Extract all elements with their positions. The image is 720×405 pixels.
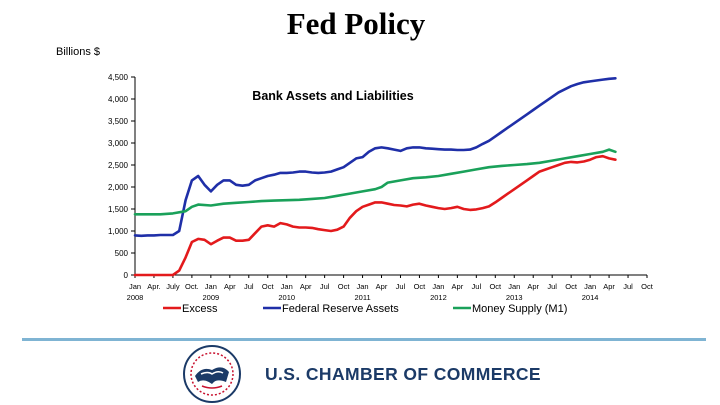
units-label: Billions $ bbox=[56, 46, 101, 58]
x-month-label: Jul bbox=[623, 282, 633, 291]
x-month-label: Jul bbox=[320, 282, 330, 291]
x-month-label: Apr bbox=[300, 282, 312, 291]
chart-title: Bank Assets and Liabilities bbox=[252, 89, 413, 103]
x-year-label: 2008 bbox=[127, 293, 144, 300]
series-line-federal-reserve-assets bbox=[133, 77, 617, 238]
x-year-label: 2012 bbox=[430, 293, 447, 300]
x-month-label: July bbox=[166, 282, 180, 291]
series-line-money-supply-m1 bbox=[133, 148, 617, 216]
y-tick-label: 500 bbox=[115, 249, 129, 258]
x-month-label: Apr bbox=[603, 282, 615, 291]
legend-label: Excess bbox=[182, 303, 218, 315]
line-chart: 0 500 1,000 1,500 2,000 2,500 3,000 3,500 4,000 4… bbox=[108, 73, 654, 300]
y-tick-label: 3,000 bbox=[108, 139, 129, 148]
x-month-label: Jan bbox=[205, 282, 217, 291]
slide-title: Fed Policy bbox=[286, 6, 426, 41]
x-month-label: Jan bbox=[432, 282, 444, 291]
x-year-label: 2009 bbox=[203, 293, 220, 300]
x-month-label: Jul bbox=[547, 282, 557, 291]
x-month-label: Apr bbox=[452, 282, 464, 291]
x-year-label: 2014 bbox=[582, 293, 599, 300]
legend-item-federal-reserve-assets: Federal Reserve Assets bbox=[263, 303, 399, 315]
x-month-label: Jan bbox=[129, 282, 141, 291]
x-month-label: Jan bbox=[584, 282, 596, 291]
legend-label: Money Supply (M1) bbox=[472, 303, 567, 315]
x-month-label: Oct bbox=[338, 282, 351, 291]
legend-item-money-supply-m1: Money Supply (M1) bbox=[453, 303, 567, 315]
chart-legend: Excess Federal Reserve Assets Money Supply… bbox=[163, 303, 567, 315]
x-year-label: 2013 bbox=[506, 293, 523, 300]
x-month-label: Jan bbox=[357, 282, 369, 291]
y-tick-label: 3,500 bbox=[108, 117, 129, 126]
y-tick-label: 2,500 bbox=[108, 161, 129, 170]
x-year-label: 2011 bbox=[354, 293, 370, 300]
y-tick-label: 1,500 bbox=[108, 205, 129, 214]
x-month-label: Oct bbox=[414, 282, 427, 291]
x-month-label: Jan bbox=[508, 282, 520, 291]
footer-divider bbox=[22, 338, 706, 341]
chamber-seal-logo bbox=[183, 345, 241, 403]
x-month-label: Jul bbox=[244, 282, 254, 291]
x-year-label: 2010 bbox=[278, 293, 295, 300]
legend-item-excess: Excess bbox=[163, 303, 218, 315]
x-month-label: Apr bbox=[376, 282, 388, 291]
y-tick-label: 4,500 bbox=[108, 73, 129, 82]
y-tick-label: 4,000 bbox=[108, 95, 129, 104]
y-tick-label: 0 bbox=[124, 271, 129, 280]
x-month-label: Jan bbox=[281, 282, 293, 291]
series-lines bbox=[133, 77, 617, 277]
x-month-label: Jul bbox=[396, 282, 406, 291]
x-month-label: Apr bbox=[527, 282, 539, 291]
y-tick-label: 2,000 bbox=[108, 183, 129, 192]
y-tick-label: 1,000 bbox=[108, 227, 129, 236]
x-month-label: Oct bbox=[262, 282, 275, 291]
organization-name: U.S. CHAMBER OF COMMERCE bbox=[265, 364, 541, 384]
x-month-label: Jul bbox=[472, 282, 482, 291]
x-month-label: Apr. bbox=[147, 282, 160, 291]
x-month-label: Oct. bbox=[185, 282, 199, 291]
x-month-label: Apr bbox=[224, 282, 236, 291]
x-month-label: Oct bbox=[565, 282, 578, 291]
series-line-excess bbox=[133, 154, 617, 277]
x-month-label: Oct bbox=[641, 282, 654, 291]
legend-label: Federal Reserve Assets bbox=[282, 303, 399, 315]
x-month-label: Oct bbox=[489, 282, 502, 291]
y-axis: 0 500 1,000 1,500 2,000 2,500 3,000 3,500 4,000 4… bbox=[108, 73, 136, 280]
